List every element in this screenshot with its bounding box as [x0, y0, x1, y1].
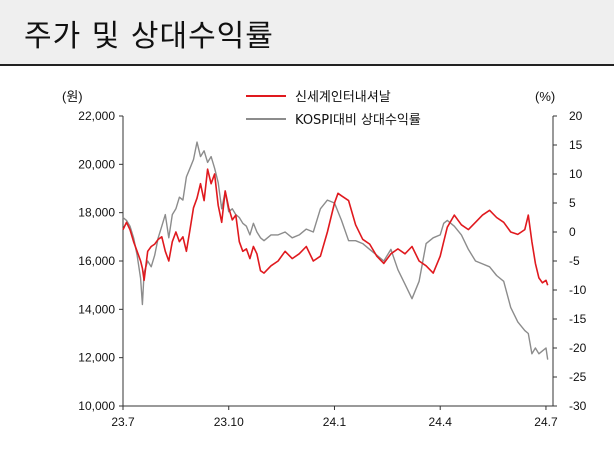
legend: 신세계인터내셔날 KOSPI대비 상대수익률: [246, 90, 421, 128]
right-tick-label: 5: [569, 196, 576, 210]
left-tick-label: 18,000: [78, 206, 115, 220]
left-tick-label: 20,000: [78, 157, 115, 171]
left-axis-unit: (원): [62, 89, 83, 104]
right-tick-label: -25: [569, 370, 587, 384]
x-tick-label: 24.7: [534, 415, 558, 429]
left-tick-label: 10,000: [78, 399, 115, 413]
right-tick-label: 0: [569, 225, 576, 239]
chart-title: 주가 및 상대수익률: [24, 19, 274, 54]
left-tick-label: 14,000: [78, 302, 115, 316]
right-tick-label: 15: [569, 138, 583, 152]
right-tick-label: -5: [569, 254, 580, 268]
series-line-relative-return: [122, 141, 549, 360]
stock-price-chart: (원) (%) 신세계인터내셔날 KOSPI대비 상대수익률 10,000 12,…: [62, 89, 587, 429]
x-axis-ticks: 23.7 23.10 24.1 24.4 24.7: [111, 406, 558, 429]
series-layer: [122, 141, 549, 360]
right-tick-label: -10: [569, 283, 587, 297]
left-tick-label: 12,000: [78, 351, 115, 365]
x-tick-label: 23.7: [111, 415, 135, 429]
right-axis-unit: (%): [535, 89, 555, 104]
right-tick-label: 20: [569, 109, 583, 123]
right-tick-label: -20: [569, 341, 587, 355]
left-tick-label: 22,000: [78, 109, 115, 123]
legend-label-stock: 신세계인터내셔날: [295, 90, 391, 105]
legend-label-relative: KOSPI대비 상대수익률: [295, 113, 421, 128]
x-tick-label: 24.1: [323, 415, 347, 429]
x-tick-label: 23.10: [214, 415, 244, 429]
right-tick-label: 10: [569, 167, 583, 181]
right-tick-label: -30: [569, 399, 587, 413]
right-axis-ticks: -30 -25 -20 -15 -10 -5 0 5 10 15 20: [553, 109, 587, 413]
left-tick-label: 16,000: [78, 254, 115, 268]
chart-header: 주가 및 상대수익률: [0, 0, 614, 66]
series-line-stock-price: [122, 168, 549, 286]
left-axis-ticks: 10,000 12,000 14,000 16,000 18,000 20,000 22,0…: [78, 109, 123, 413]
right-tick-label: -15: [569, 312, 587, 326]
x-tick-label: 24.4: [429, 415, 453, 429]
